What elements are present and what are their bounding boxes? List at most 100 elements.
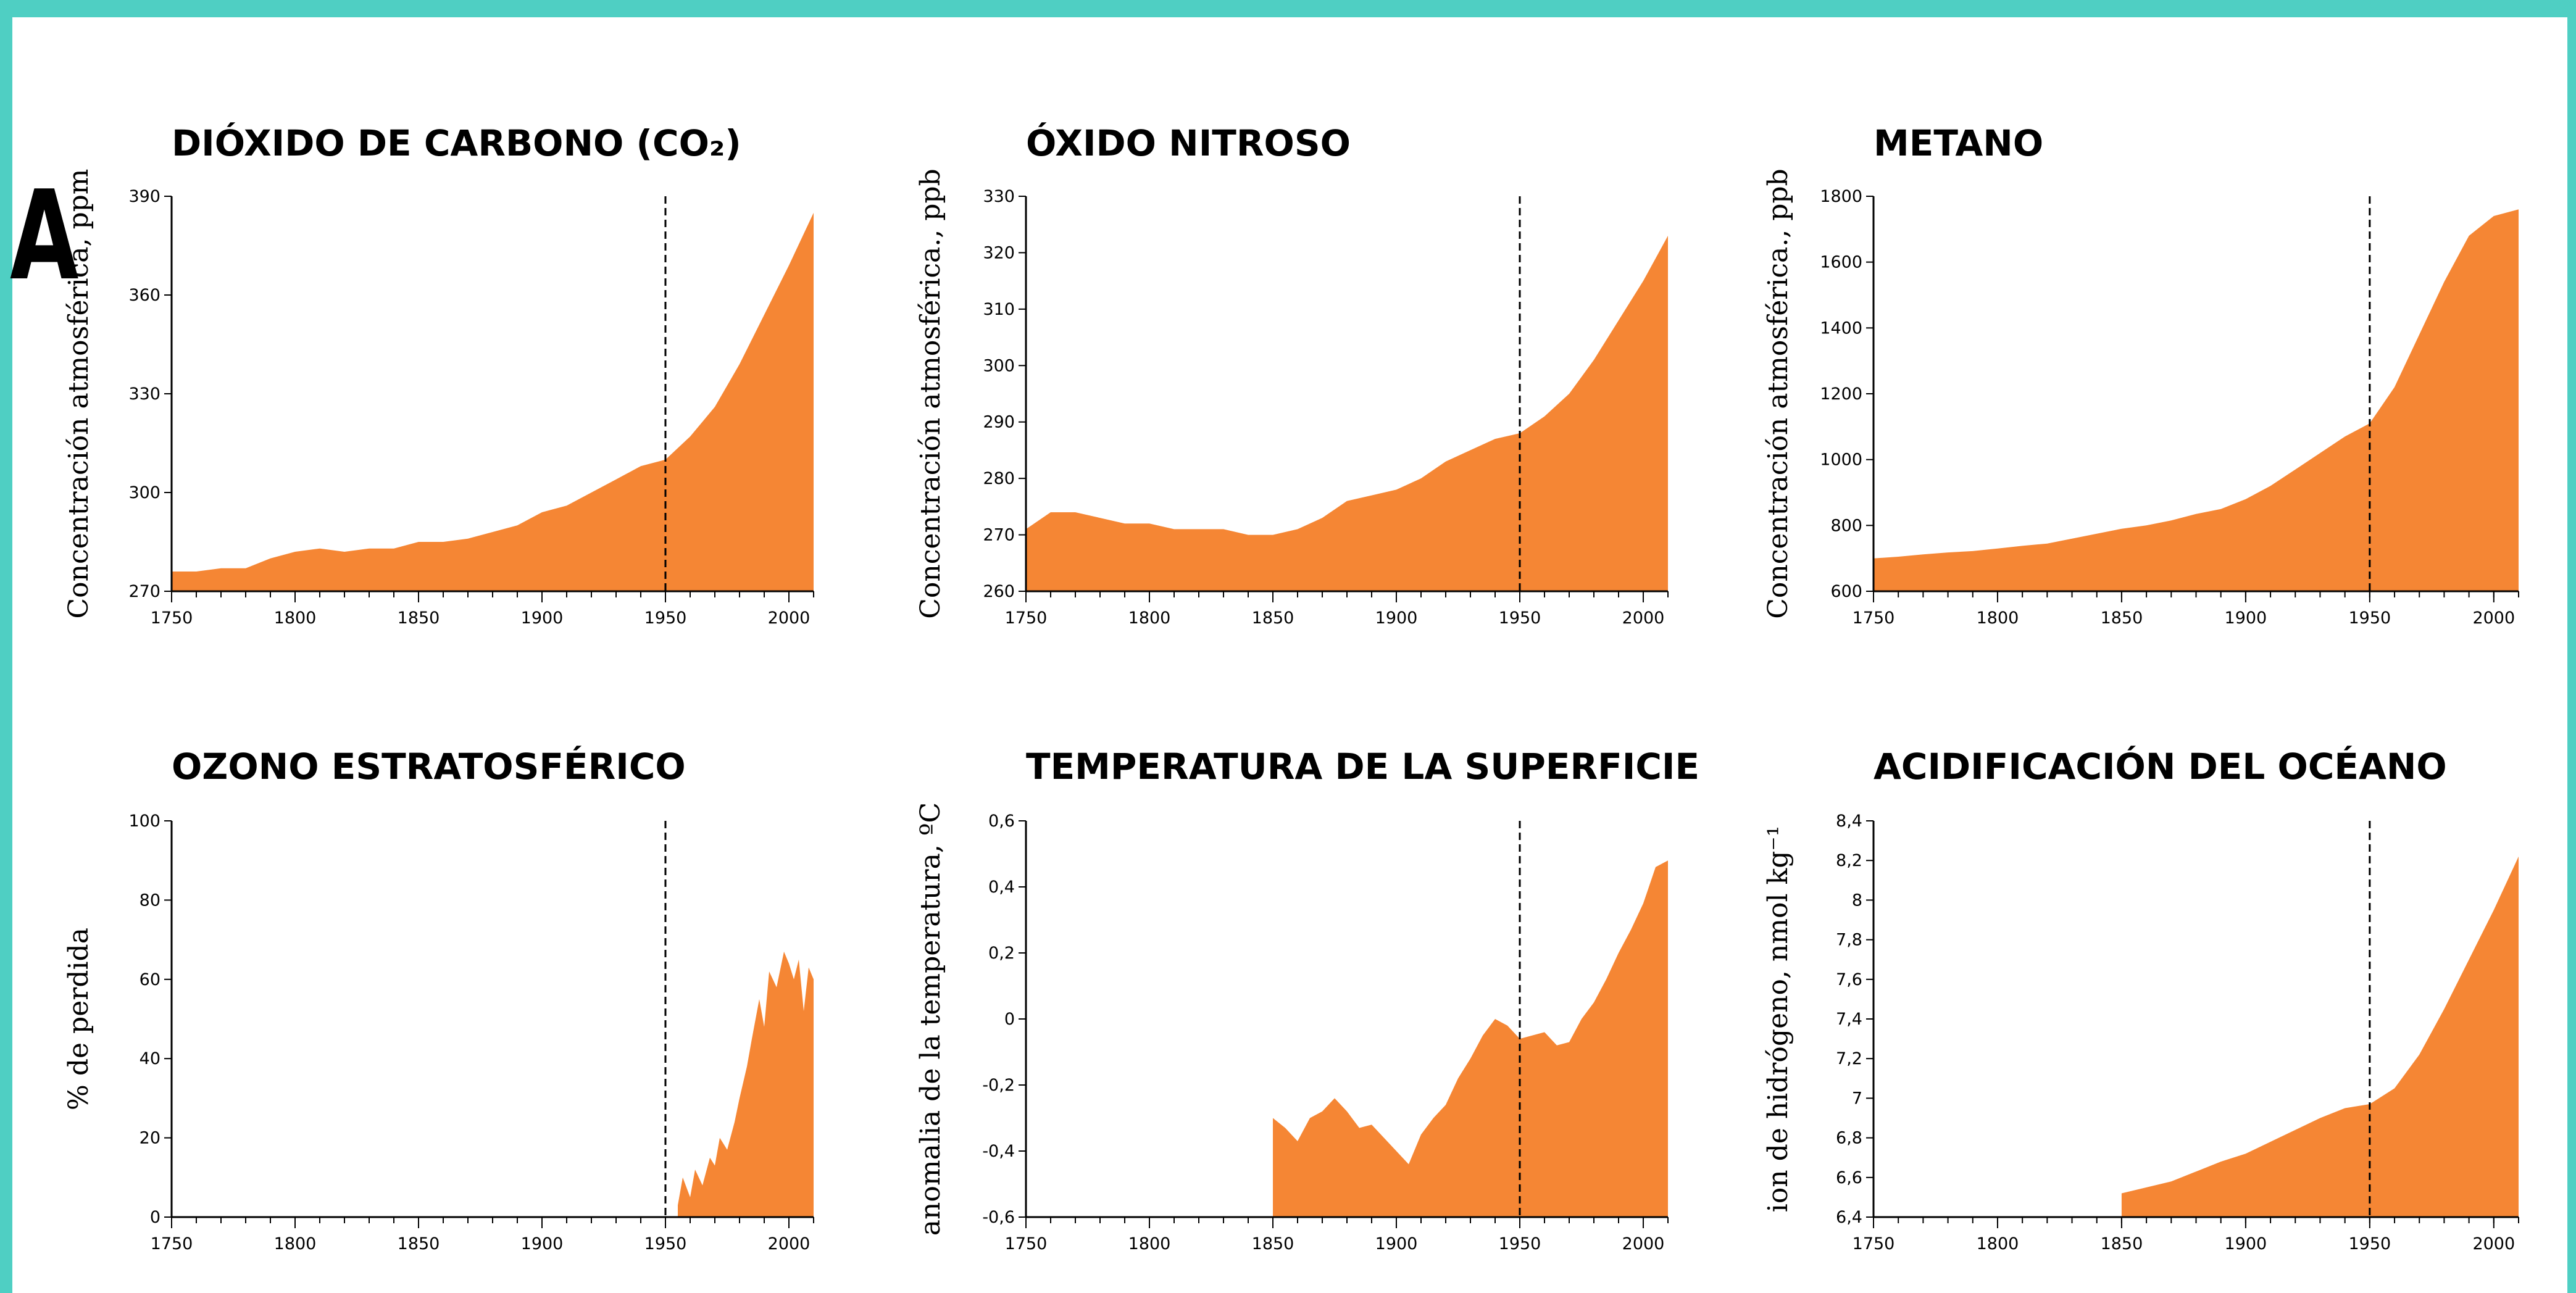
- y-axis-label: ion de hidrógeno, nmol kg⁻¹: [1762, 826, 1794, 1212]
- y-tick-label: 0: [150, 1208, 160, 1227]
- y-tick-label: 8,4: [1836, 812, 1862, 831]
- chart-panel-3: METANO Concentración atmosférica., ppb 600…: [1762, 122, 2519, 628]
- y-tick-label: 290: [983, 413, 1015, 432]
- y-axis-label: % de perdida: [63, 928, 94, 1110]
- y-tick-label: 0,2: [988, 944, 1015, 963]
- y-axis-label: Concentración atmosférica., ppb: [915, 168, 946, 618]
- x-tick-label: 1950: [644, 1234, 687, 1254]
- x-tick-label: 1800: [1128, 609, 1171, 628]
- x-tick-label: 2000: [768, 1234, 811, 1254]
- chart-panel-1: DIÓXIDO DE CARBONO (CO₂) Concentración at…: [63, 122, 814, 628]
- area-series: [1026, 236, 1668, 591]
- area-series: [2121, 856, 2519, 1217]
- y-tick-label: 270: [983, 526, 1015, 545]
- x-tick-label: 1850: [2101, 609, 2143, 628]
- chart-title: DIÓXIDO DE CARBONO (CO₂): [172, 122, 741, 164]
- y-tick-label: 600: [1830, 582, 1862, 601]
- x-tick-label: 1850: [398, 1234, 440, 1254]
- x-tick-label: 1900: [521, 609, 564, 628]
- y-axis-label: anomalia de la temperatura, ºC: [915, 802, 946, 1236]
- x-tick-label: 1850: [2101, 1234, 2143, 1254]
- x-tick-label: 1900: [1375, 1234, 1418, 1254]
- y-tick-label: 60: [140, 970, 160, 989]
- x-tick-label: 1900: [1375, 609, 1418, 628]
- x-tick-label: 1800: [1128, 1234, 1171, 1254]
- y-axis-label: Concentración atmosférica, ppm: [63, 168, 94, 618]
- y-tick-label: 270: [128, 582, 160, 601]
- y-tick-label: 310: [983, 300, 1015, 319]
- y-tick-label: 0,6: [988, 812, 1015, 831]
- x-tick-label: 1850: [398, 609, 440, 628]
- area-series: [678, 951, 814, 1217]
- y-tick-label: 1800: [1820, 187, 1862, 206]
- area-series: [1273, 860, 1668, 1217]
- x-tick-label: 2000: [768, 609, 811, 628]
- y-tick-label: -0,6: [982, 1208, 1015, 1227]
- chart-panel-5: TEMPERATURA DE LA SUPERFICIE anomalia de …: [915, 746, 1699, 1254]
- x-tick-label: 1800: [1977, 609, 2019, 628]
- y-tick-label: 1200: [1820, 385, 1862, 404]
- area-series: [172, 212, 814, 591]
- chart-title: ÓXIDO NITROSO: [1026, 122, 1351, 164]
- y-tick-label: 1600: [1820, 253, 1862, 272]
- x-tick-label: 2000: [1622, 609, 1665, 628]
- y-tick-label: 300: [128, 483, 160, 502]
- y-tick-label: 7,6: [1836, 970, 1862, 989]
- x-tick-label: 1750: [151, 1234, 193, 1254]
- y-tick-label: 360: [128, 286, 160, 305]
- x-tick-label: 1900: [2225, 609, 2267, 628]
- y-tick-label: 1400: [1820, 318, 1862, 338]
- y-tick-label: 7,2: [1836, 1049, 1862, 1068]
- x-tick-label: 1900: [2225, 1234, 2267, 1254]
- y-tick-label: 330: [983, 187, 1015, 206]
- y-tick-label: 7,8: [1836, 931, 1862, 950]
- chart-panel-6: ACIDIFICACIÓN DEL OCÉANO ion de hidrógeno…: [1762, 745, 2519, 1254]
- y-tick-label: -0,4: [982, 1142, 1015, 1161]
- y-tick-label: 80: [140, 891, 160, 910]
- y-tick-label: 390: [128, 187, 160, 206]
- x-tick-label: 2000: [1622, 1234, 1665, 1254]
- x-tick-label: 1950: [644, 609, 687, 628]
- chart-panel-2: ÓXIDO NITROSO Concentración atmosférica.,…: [915, 122, 1669, 628]
- y-tick-label: 280: [983, 469, 1015, 488]
- y-tick-label: 6,8: [1836, 1129, 1862, 1148]
- y-tick-label: 6,4: [1836, 1208, 1862, 1227]
- y-axis-label: Concentración atmosférica., ppb: [1762, 168, 1794, 618]
- x-tick-label: 1750: [151, 609, 193, 628]
- y-tick-label: 8,2: [1836, 851, 1862, 870]
- x-tick-label: 1900: [521, 1234, 564, 1254]
- y-tick-label: 800: [1830, 516, 1862, 535]
- chart-title: METANO: [1874, 122, 2043, 164]
- y-tick-label: 6,6: [1836, 1168, 1862, 1187]
- chart-panel-4: OZONO ESTRATOSFÉRICO % de perdida 0 20 40 60 8…: [63, 745, 814, 1254]
- x-tick-label: 1850: [1252, 609, 1294, 628]
- y-tick-label: 20: [140, 1129, 160, 1148]
- y-tick-label: 7: [1852, 1089, 1862, 1108]
- chart-title: TEMPERATURA DE LA SUPERFICIE: [1026, 746, 1699, 788]
- x-tick-label: 2000: [2472, 609, 2515, 628]
- x-tick-label: 1800: [274, 609, 317, 628]
- x-tick-label: 1850: [1252, 1234, 1294, 1254]
- y-tick-label: 320: [983, 243, 1015, 262]
- y-tick-label: -0,2: [982, 1076, 1015, 1095]
- y-tick-label: 1000: [1820, 451, 1862, 470]
- chart-title: ACIDIFICACIÓN DEL OCÉANO: [1874, 745, 2447, 788]
- y-tick-label: 330: [128, 385, 160, 404]
- x-tick-label: 1750: [1005, 1234, 1048, 1254]
- x-tick-label: 1800: [1977, 1234, 2019, 1254]
- x-tick-label: 1750: [1853, 609, 1895, 628]
- y-tick-label: 8: [1852, 891, 1862, 910]
- x-tick-label: 1950: [1499, 609, 1541, 628]
- x-tick-label: 2000: [2472, 1234, 2515, 1254]
- y-tick-label: 0: [1004, 1010, 1015, 1029]
- x-tick-label: 1950: [2348, 609, 2391, 628]
- area-series: [1874, 209, 2519, 591]
- y-tick-label: 100: [128, 812, 160, 831]
- y-tick-label: 7,4: [1836, 1010, 1862, 1029]
- y-tick-label: 260: [983, 582, 1015, 601]
- panel-letter: A: [10, 164, 79, 308]
- x-tick-label: 1750: [1005, 609, 1048, 628]
- x-tick-label: 1950: [2348, 1234, 2391, 1254]
